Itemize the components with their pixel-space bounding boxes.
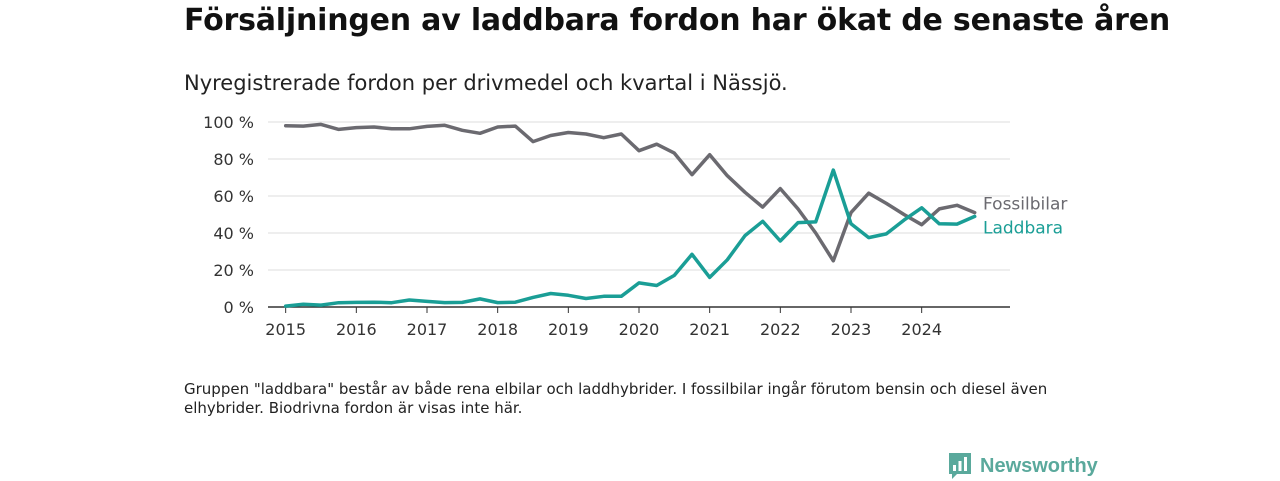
x-tick-label: 2019: [548, 320, 589, 339]
chart-title: Försäljningen av laddbara fordon har öka…: [184, 3, 1171, 38]
series-line-laddbara: [283, 168, 977, 308]
line-chart: 0 %20 %40 %60 %80 %100 % 2015 2016 2017 201…: [203, 113, 1067, 339]
x-tick-label: 2018: [477, 320, 518, 339]
y-tick-label: 100 %: [203, 113, 254, 132]
newsworthy-bar-chart-icon: [949, 453, 971, 479]
series-line-fossil: [283, 122, 977, 263]
x-axis: 2015 2016 2017 2018 2019 2020 2021 2022 2023 2024: [265, 306, 1010, 339]
y-tick-label: 80 %: [213, 150, 254, 169]
x-tick-label: 2017: [407, 320, 448, 339]
y-tick-label: 20 %: [213, 261, 254, 280]
grid-lines: [268, 121, 1010, 271]
newsworthy-logo[interactable]: Newsworthy: [948, 451, 1098, 481]
x-tick-label: 2015: [265, 320, 306, 339]
x-tick-label: 2024: [901, 320, 942, 339]
y-axis-tick-labels: 0 % 20 % 40 % 60 % 80 % 100 %: [203, 113, 254, 317]
x-tick-label: 2021: [689, 320, 730, 339]
x-tick-label: 2022: [760, 320, 801, 339]
y-tick-label: 0 %: [224, 298, 254, 317]
y-tick-label: 40 %: [213, 224, 254, 243]
series-labels: Fossilbilar Laddbara: [983, 195, 1067, 239]
y-tick-label: 60 %: [213, 187, 254, 206]
chart-subtitle: Nyregistrerade fordon per drivmedel och …: [184, 71, 788, 95]
series-label-fossil: Fossilbilar: [983, 195, 1067, 215]
series-lines: [283, 122, 977, 308]
series-label-laddbara: Laddbara: [983, 219, 1063, 239]
x-tick-label: 2020: [619, 320, 660, 339]
logo-text: Newsworthy: [980, 454, 1098, 477]
footnote: Gruppen "laddbara" består av både rena e…: [184, 380, 1048, 417]
x-tick-label: 2016: [336, 320, 377, 339]
x-tick-label: 2023: [831, 320, 872, 339]
